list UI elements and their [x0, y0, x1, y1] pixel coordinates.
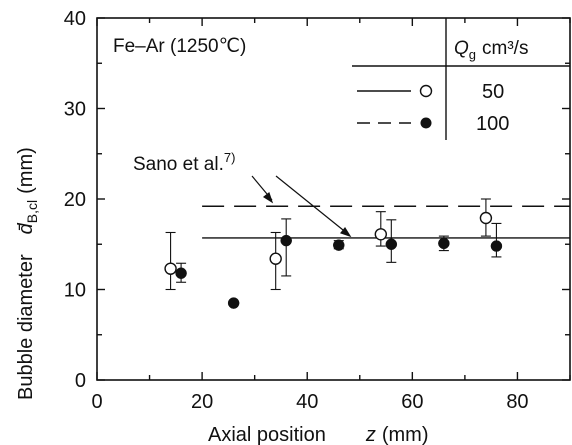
x-axis-label-main: Axial position [208, 424, 326, 445]
legend: Qg cm³/s 50 100 [352, 18, 570, 140]
annotation-superscript: 7) [224, 150, 236, 165]
point-open [164, 262, 177, 275]
y-tick-label: 10 [64, 280, 86, 302]
annotation-arrowhead-solid [339, 226, 352, 238]
x-tick-label: 20 [191, 391, 213, 413]
reference-lines [202, 205, 570, 239]
y-axis-label: Bubble diameter d̄B,cl (mm) [15, 147, 40, 400]
y-tick-label: 0 [75, 370, 86, 392]
tick-labels: 0 20 40 60 80 0 10 20 30 40 [64, 8, 529, 413]
data-points [164, 211, 503, 309]
annotation-arrow-to-solid [275, 175, 349, 235]
legend-marker-open [419, 84, 433, 98]
legend-value-100: 100 [476, 113, 509, 135]
y-tick-label: 30 [64, 99, 86, 121]
y-tick-label: 20 [64, 189, 86, 211]
point-filled [490, 240, 503, 252]
point-filled [280, 234, 292, 247]
x-axis-label-var: z [365, 424, 376, 445]
point-filled [227, 297, 240, 309]
legend-header-unit: cm³/s [482, 38, 528, 59]
annotation-sano: Sano et al.7) [133, 150, 235, 175]
system-label: Fe–Ar (1250℃) [113, 36, 246, 57]
annotation-text: Sano et al. [133, 154, 224, 175]
y-axis-label-main: Bubble diameter [15, 254, 37, 400]
point-filled [438, 237, 450, 250]
x-tick-label: 40 [296, 391, 318, 413]
y-axis-label-unit: (mm) [15, 147, 37, 194]
legend-header-subscript: g [469, 47, 476, 62]
annotation-arrowhead-dashed [262, 191, 274, 204]
x-tick-label: 80 [506, 391, 528, 413]
x-axis-label-unit: (mm) [382, 424, 429, 445]
point-open [374, 228, 387, 241]
axis-ticks [96, 17, 571, 381]
point-filled [175, 267, 187, 279]
point-open [479, 211, 493, 225]
point-filled [333, 239, 345, 251]
legend-header-symbol: Q [454, 38, 469, 59]
legend-value-50: 50 [482, 81, 504, 103]
legend-header: Qg cm³/s [454, 38, 528, 62]
point-open [269, 252, 282, 265]
point-filled [385, 238, 398, 250]
x-tick-label: 0 [91, 391, 102, 413]
annotation-arrows [251, 175, 352, 238]
x-axis-label: Axial position z (mm) [208, 424, 428, 445]
y-tick-label: 40 [64, 8, 86, 30]
legend-marker-filled [420, 117, 432, 129]
plot-frame [96, 17, 571, 381]
x-tick-label: 60 [401, 391, 423, 413]
y-axis-label-symbol: d̄ [15, 222, 37, 234]
y-axis-label-subscript: B,cl [24, 200, 40, 223]
